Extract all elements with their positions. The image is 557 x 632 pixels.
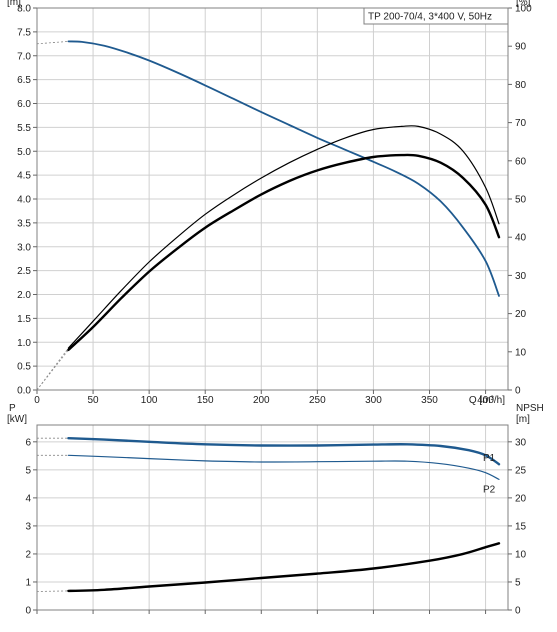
y-left-tick-label: 3 <box>25 521 31 532</box>
y-left-tick-label: 7.5 <box>17 27 31 38</box>
x-tick-label: 50 <box>88 395 100 406</box>
y-right-tick-label: 10 <box>515 347 527 358</box>
y-left-tick-label: 8.0 <box>17 4 31 15</box>
y-right-tick-label: 5 <box>515 577 521 588</box>
y-right-tick-label: 50 <box>515 195 527 206</box>
y-right-tick-label: 0 <box>515 606 521 617</box>
x-tick-label: 300 <box>365 395 382 406</box>
y-left-tick-label: 3.5 <box>17 218 31 229</box>
x-tick-label: 250 <box>309 395 326 406</box>
series-extrapolation-line <box>36 590 69 592</box>
series-line <box>67 40 500 297</box>
y-left-tick-label: 2.5 <box>17 266 31 277</box>
y-right-axis-label: NPSH <box>516 403 544 414</box>
x-tick-label: 100 <box>141 395 158 406</box>
series-label: P2 <box>483 484 496 495</box>
y-left-tick-label: 2 <box>25 549 31 560</box>
series-extrapolation-line <box>36 41 69 45</box>
y-left-axis-unit: [m] <box>7 0 21 8</box>
y-right-axis-unit: [m] <box>516 414 530 425</box>
y-left-tick-label: 6 <box>25 437 31 448</box>
y-right-tick-label: 70 <box>515 118 527 129</box>
y-left-tick-label: 4.5 <box>17 171 31 182</box>
x-axis-label: Q [m³/h] <box>469 395 505 406</box>
series-group <box>36 40 501 391</box>
series-line <box>67 454 500 480</box>
y-right-tick-label: 20 <box>515 309 527 320</box>
grid-lines <box>37 7 508 390</box>
y-left-tick-label: 0 <box>25 606 31 617</box>
x-tick-label: 200 <box>253 395 270 406</box>
y-right-tick-label: 90 <box>515 42 527 53</box>
y-left-tick-label: 6.5 <box>17 75 31 86</box>
y-right-tick-label: 0 <box>515 386 521 397</box>
series-label: P1 <box>483 453 496 464</box>
y-left-tick-label: 5.5 <box>17 123 31 134</box>
x-tick-label: 400 <box>477 395 494 406</box>
x-tick-label: 0 <box>34 395 40 406</box>
y-right-tick-label: 80 <box>515 80 527 91</box>
y-right-tick-label: 20 <box>515 493 527 504</box>
y-left-tick-label: 1 <box>25 577 31 588</box>
y-left-tick-label: 4.0 <box>17 195 31 206</box>
y-left-tick-label: 3.0 <box>17 242 31 253</box>
y-left-tick-label: 0.0 <box>17 386 31 397</box>
y-left-tick-label: 2.0 <box>17 290 31 301</box>
y-right-tick-label: 100 <box>515 4 532 15</box>
series-line <box>67 125 500 349</box>
y-left-tick-label: 1.0 <box>17 338 31 349</box>
y-right-tick-label: 15 <box>515 521 527 532</box>
series-line <box>67 437 501 466</box>
series-line <box>67 153 501 352</box>
y-left-tick-label: 4 <box>25 493 31 504</box>
y-left-tick-label: 0.5 <box>17 362 31 373</box>
axes: 0 1 2 3 4 5 6 0 5 10 15 20 25 30 P[kW] NPSH[m] <box>7 403 544 617</box>
chart-title: TP 200-70/4, 3*400 V, 50Hz <box>368 12 492 23</box>
y-right-tick-label: 30 <box>515 437 527 448</box>
y-right-tick-label: 60 <box>515 156 527 167</box>
y-right-tick-label: 25 <box>515 465 527 476</box>
y-left-tick-label: 1.5 <box>17 314 31 325</box>
y-left-axis-unit: [kW] <box>7 414 27 425</box>
y-left-axis-label: P <box>9 403 16 414</box>
axes: 0.0 0.5 1.0 1.5 2.0 2.5 3.0 3.5 4.0 4.5 5.0 5.5 6.0 6… <box>7 0 532 406</box>
y-right-tick-label: 40 <box>515 233 527 244</box>
x-tick-label: 350 <box>421 395 438 406</box>
y-left-tick-label: 5 <box>25 465 31 476</box>
y-left-tick-label: 7.0 <box>17 51 31 62</box>
series-extrapolation-line <box>36 349 69 391</box>
head-efficiency-panel: 0.0 0.5 1.0 1.5 2.0 2.5 3.0 3.5 4.0 4.5 5.0 5.5 6.0 6… <box>7 0 532 406</box>
y-right-tick-label: 30 <box>515 271 527 282</box>
y-left-tick-label: 6.0 <box>17 99 31 110</box>
title-frame <box>363 7 509 25</box>
y-right-tick-label: 10 <box>515 549 527 560</box>
x-tick-label: 150 <box>197 395 214 406</box>
series-group: P1 P2 <box>36 437 501 593</box>
y-right-axis-unit: [%] <box>516 0 531 8</box>
series-extrapolation-line <box>36 347 69 391</box>
y-left-tick-label: 5.0 <box>17 147 31 158</box>
grid-lines <box>37 425 508 610</box>
plot-frame <box>36 424 509 611</box>
series-line <box>67 542 501 593</box>
chart-title-box: TP 200-70/4, 3*400 V, 50Hz <box>363 7 509 25</box>
power-npsh-panel: 0 1 2 3 4 5 6 0 5 10 15 20 25 30 P[kW] NPSH[m] P1 P2 <box>7 403 544 617</box>
